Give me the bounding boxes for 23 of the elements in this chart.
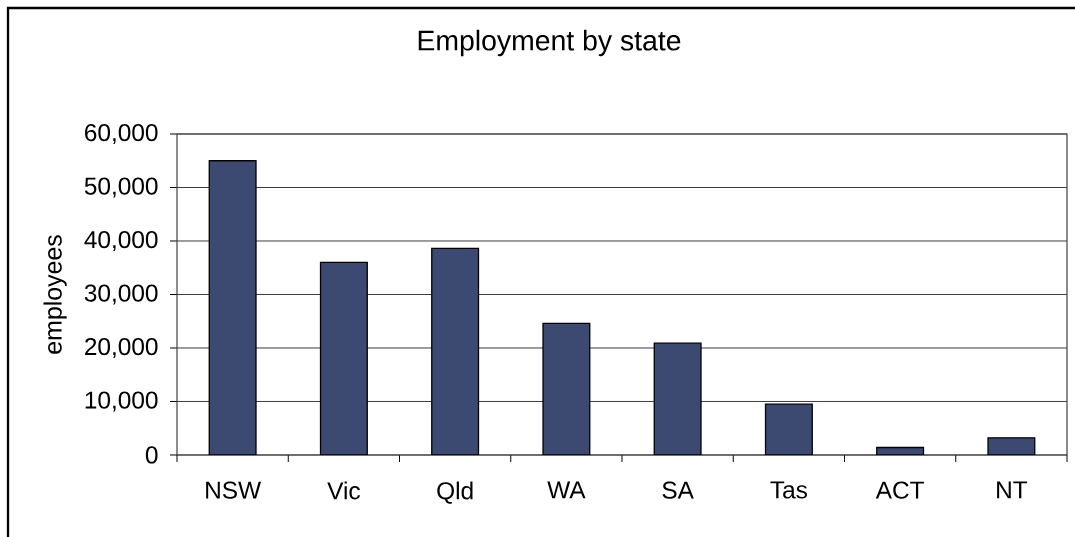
bar (208, 160, 257, 455)
y-tick-label: 50,000 (84, 177, 158, 198)
y-tick-label: 40,000 (84, 230, 158, 252)
y-tick-label: 10,000 (85, 391, 158, 412)
x-tick-label: ACT (875, 481, 924, 499)
y-tick-label: 60,000 (85, 123, 158, 145)
x-tick-label: Vic (327, 481, 360, 500)
bar (653, 342, 702, 455)
bar (319, 261, 368, 455)
x-tick-label: NSW (206, 481, 262, 499)
bar (431, 247, 480, 455)
y-tick-label: 0 (145, 446, 158, 464)
y-axis-title: employees (43, 235, 67, 354)
bar (542, 322, 591, 455)
x-tick-label: Qld (437, 481, 473, 504)
y-tick-label: 20,000 (85, 337, 158, 359)
chart-title: Employment by state (418, 29, 681, 57)
x-tick-label: WA (547, 481, 586, 499)
y-tick-label: 30,000 (84, 284, 158, 305)
x-tick-label: Tas (770, 481, 808, 499)
x-tick-label: NT (997, 481, 1028, 499)
bar (764, 403, 813, 455)
x-tick-label: SA (662, 481, 694, 499)
